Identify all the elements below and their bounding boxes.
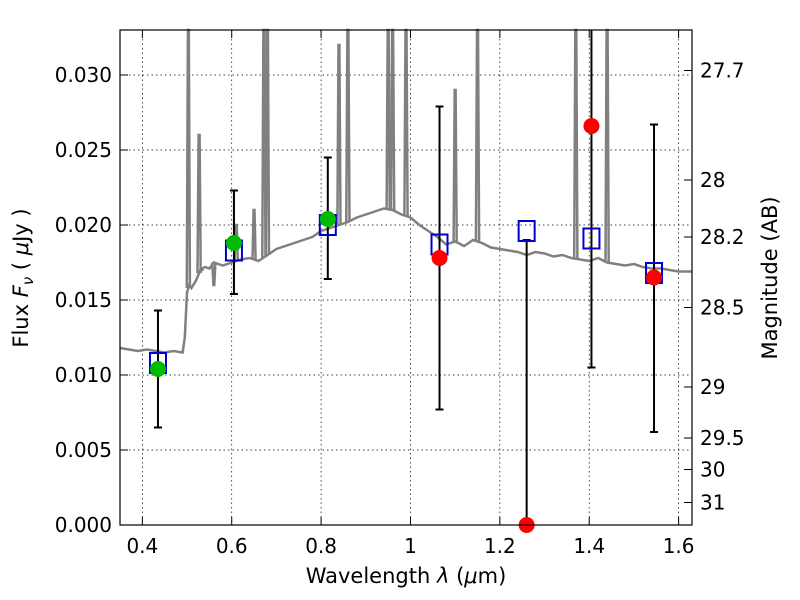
y-tick-label: 0.030 xyxy=(55,63,112,87)
x-tick-label: 0.6 xyxy=(216,534,248,558)
model-flux-square xyxy=(582,227,601,250)
emission-line xyxy=(199,268,205,272)
upper-flux-point xyxy=(583,118,600,134)
emission-line xyxy=(211,262,217,287)
y-tick-label: 0.020 xyxy=(55,213,112,237)
emission-line xyxy=(336,43,342,226)
emission-line xyxy=(572,28,579,259)
plot-frame xyxy=(119,29,693,526)
x-tick-label: 1.6 xyxy=(663,534,695,558)
y-tick-label: 0.005 xyxy=(55,438,112,462)
spectrum-layer xyxy=(119,28,692,354)
y-tick-label: 0.015 xyxy=(55,288,112,312)
y-tick-label: 0.000 xyxy=(55,513,112,537)
emission-line xyxy=(264,28,271,256)
detected-flux-point xyxy=(225,235,242,251)
spectrum-continuum-line xyxy=(119,207,692,354)
y2-tick-label: 28.5 xyxy=(700,296,745,320)
y2-tick-label: 27.7 xyxy=(700,59,745,83)
marker-layer xyxy=(148,118,664,533)
emission-line xyxy=(474,28,481,242)
upper-flux-point xyxy=(431,250,448,266)
y2-axis-label: Magnitude (AB) xyxy=(758,196,782,359)
emission-line xyxy=(196,133,202,274)
model-flux-square xyxy=(517,220,536,242)
y2-tick-label: 30 xyxy=(700,458,725,482)
x-tick-label: 1 xyxy=(404,534,417,558)
y2-tick-label: 28.2 xyxy=(700,225,745,249)
x-axis-label: Wavelength λ (μm) xyxy=(306,564,507,588)
x-tick-label: 0.8 xyxy=(305,534,337,558)
y2-tick-label: 31 xyxy=(700,491,725,515)
emission-line xyxy=(385,28,391,210)
emission-line xyxy=(251,208,257,260)
y-tick-label: 0.025 xyxy=(55,138,112,162)
emission-line xyxy=(345,28,351,223)
upper-flux-point xyxy=(646,269,663,286)
y2-tick-label: 29.5 xyxy=(700,426,745,450)
detected-flux-point xyxy=(149,361,166,377)
emission-line xyxy=(389,28,396,211)
y-tick-label: 0.010 xyxy=(55,363,112,387)
grid-lines xyxy=(120,30,692,526)
emission-line xyxy=(604,28,610,263)
x-tick-label: 0.4 xyxy=(126,534,158,558)
emission-line xyxy=(452,88,458,242)
y2-tick-label: 29 xyxy=(700,375,725,399)
y-axis-label: Flux Fν ( μJy ) xyxy=(9,208,37,347)
x-tick-label: 1.2 xyxy=(484,534,516,558)
emission-line xyxy=(403,28,409,217)
emission-line xyxy=(185,28,192,289)
x-tick-label: 1.4 xyxy=(573,534,605,558)
y2-tick-label: 28 xyxy=(700,168,725,192)
detected-flux-point xyxy=(319,211,336,227)
tick-layer: 0.4 0.6 0.8 1 1.2 1.4 1.6 0.000 0.005 0.010 0.015 0… xyxy=(55,30,745,558)
